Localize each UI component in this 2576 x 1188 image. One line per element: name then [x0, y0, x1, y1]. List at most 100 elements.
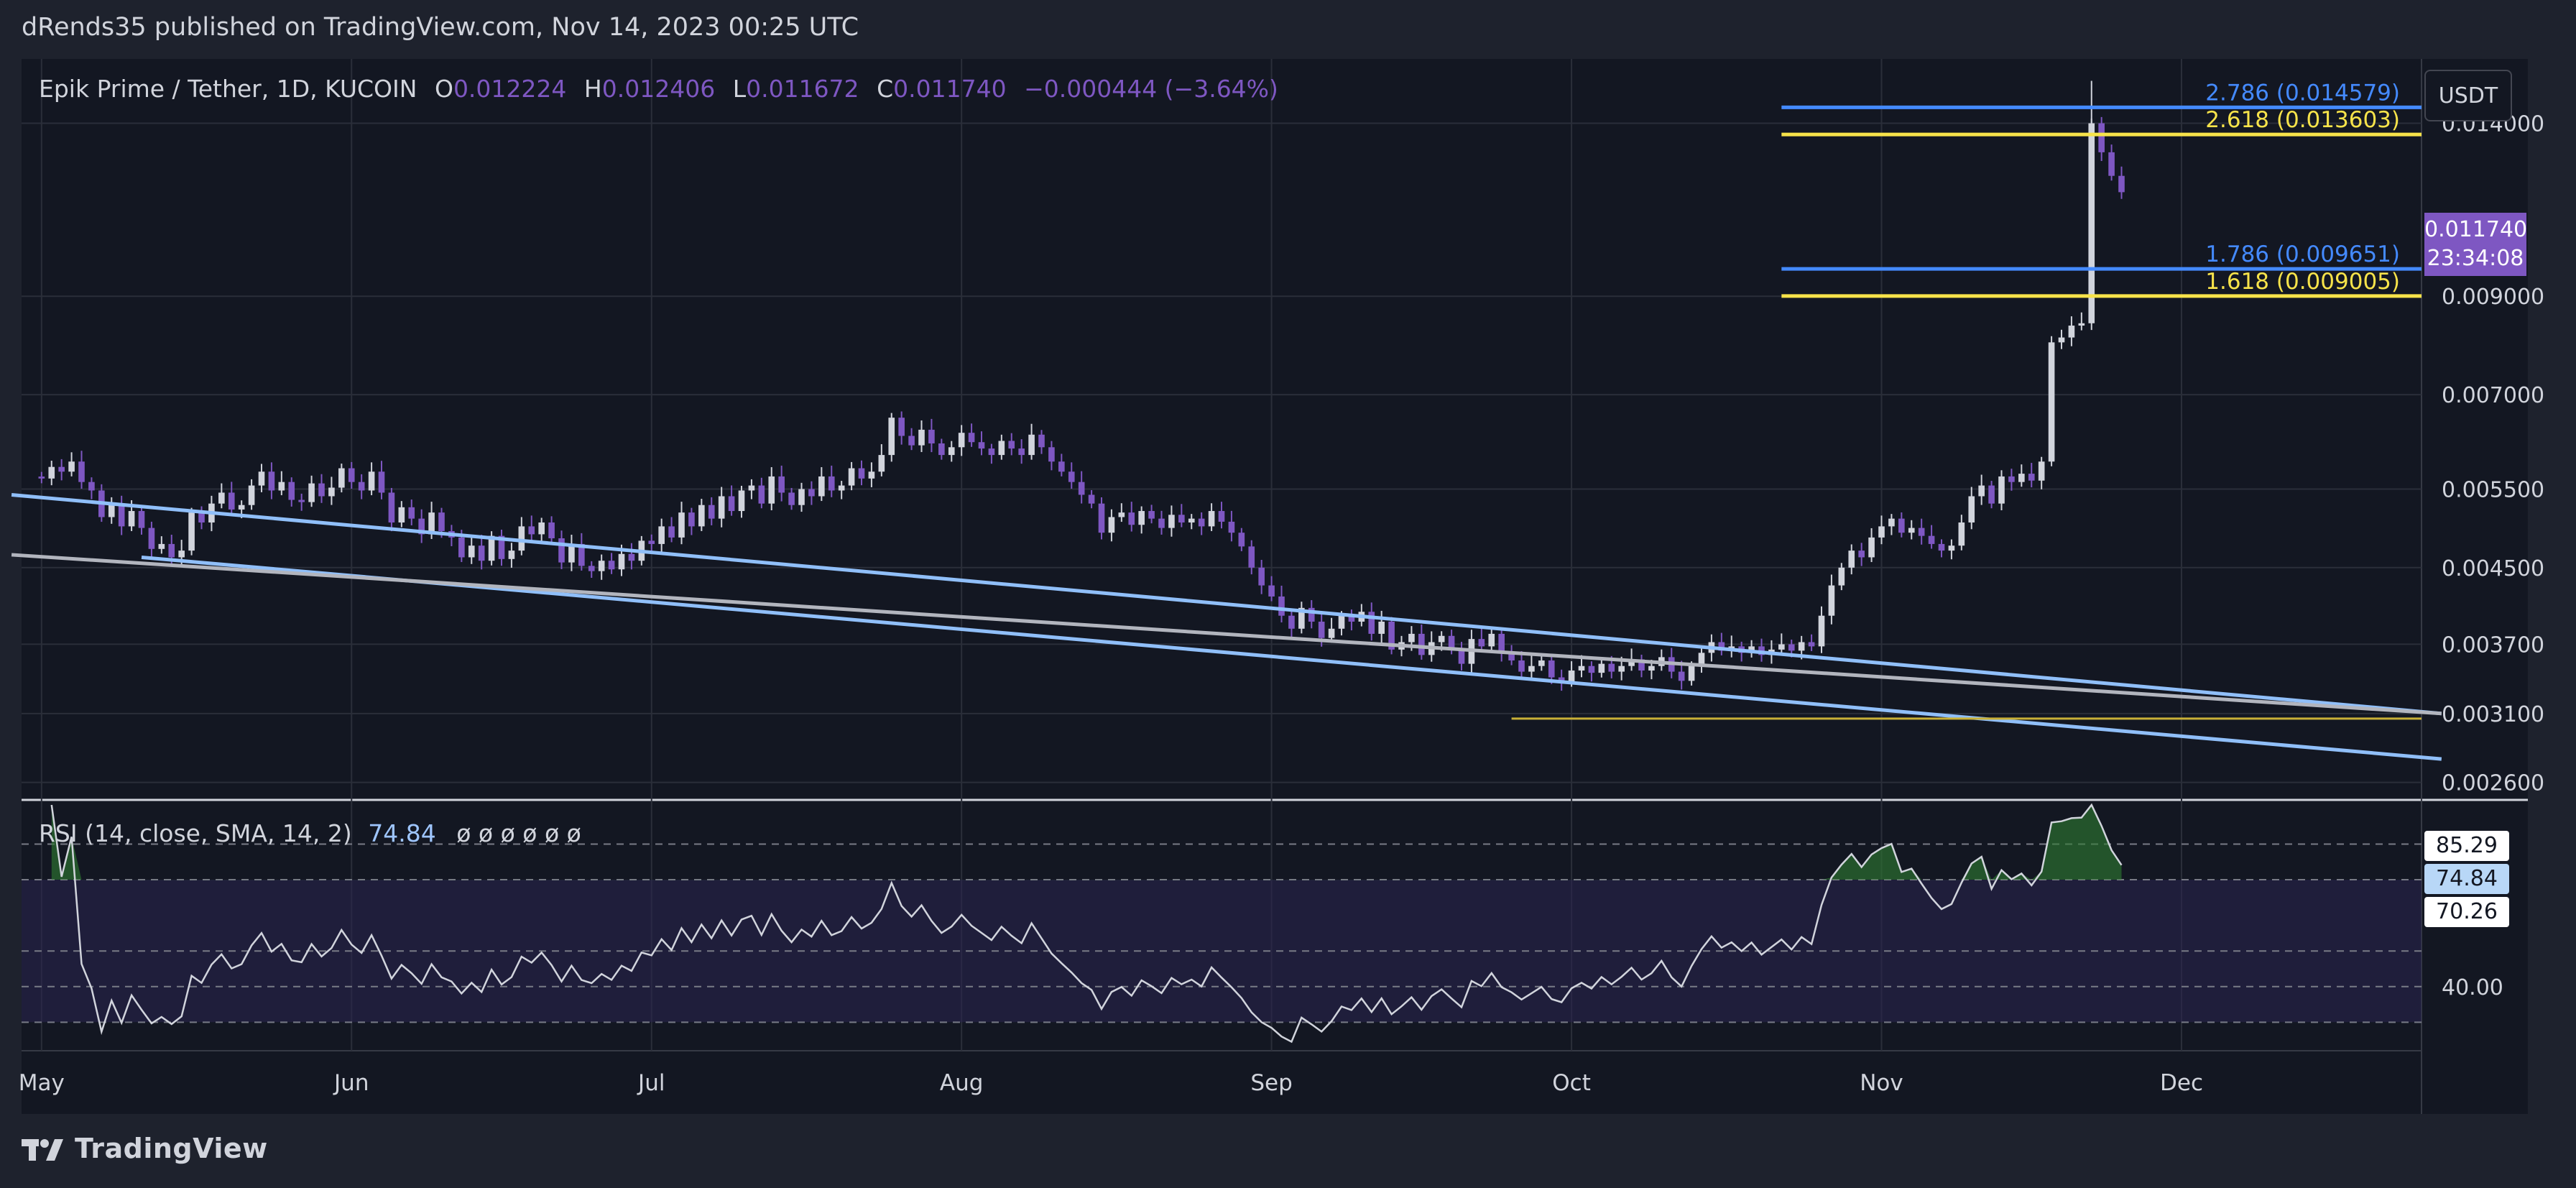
candle-body	[1258, 567, 1265, 586]
y-tick-label: 0.003700	[2442, 632, 2544, 658]
candle-body	[1038, 434, 1045, 448]
candle-body	[388, 492, 395, 522]
candle-body	[158, 543, 165, 549]
candle-body	[1108, 517, 1115, 533]
candle-body	[118, 505, 125, 527]
candle-body	[1488, 633, 1495, 647]
candle-body	[548, 522, 555, 538]
candle-body	[88, 482, 95, 491]
candle-body	[1238, 533, 1245, 547]
candle-body	[688, 512, 695, 527]
candle-body	[778, 476, 785, 493]
candle-body	[1778, 644, 1785, 650]
candle-body	[1178, 515, 1185, 522]
candle-body	[2028, 474, 2035, 481]
x-tick-sep: Sep	[1250, 1070, 1292, 1096]
candle-body	[538, 522, 545, 535]
fib-label-2.618: 2.618 (0.013603)	[2205, 107, 2400, 133]
candle-body	[1148, 511, 1155, 519]
candle-body	[518, 526, 525, 551]
x-tick-may: May	[19, 1070, 65, 1096]
candle-body	[1988, 485, 1995, 504]
candle-body	[328, 487, 335, 497]
fib-label-1.786: 1.786 (0.009651)	[2205, 241, 2400, 267]
candle-body	[188, 512, 195, 551]
candle-body	[1978, 485, 1985, 497]
candle-body	[138, 511, 145, 528]
rsi-band	[22, 880, 2422, 1023]
candle-body	[358, 482, 365, 491]
candle-body	[658, 526, 665, 544]
candle-body	[1138, 511, 1145, 525]
candle-body	[378, 471, 385, 493]
candle-body	[2078, 323, 2085, 326]
candle-body	[558, 538, 565, 563]
candle-body	[1688, 666, 1695, 681]
candle-body	[1998, 476, 2005, 504]
candle-body	[1888, 518, 1895, 527]
candle-body	[68, 461, 75, 472]
candle-body	[738, 490, 745, 512]
candle-body	[928, 429, 935, 443]
x-tick-nov: Nov	[1860, 1070, 1903, 1096]
candle-body	[908, 436, 915, 446]
candle-body	[128, 511, 135, 527]
candle-body	[108, 505, 115, 517]
candle-body	[1928, 535, 1935, 544]
candle-body	[708, 505, 715, 519]
candle-body	[1788, 644, 1795, 651]
candle-body	[1508, 653, 1515, 660]
candle-body	[608, 561, 615, 570]
open-value: 0.012224	[453, 75, 567, 103]
candle-body	[848, 468, 855, 486]
rsi-tag-current: 74.84	[2424, 864, 2509, 894]
candle-body	[1418, 633, 1425, 655]
candle-body	[1628, 659, 1635, 666]
candle-body	[1848, 551, 1855, 568]
tradingview-logo-icon	[22, 1139, 63, 1161]
trendline-lower-support	[141, 555, 2442, 761]
tradingview-brand[interactable]: TradingView	[22, 1133, 268, 1164]
currency-button[interactable]: USDT	[2424, 70, 2512, 121]
candle-body	[258, 471, 265, 486]
rsi-line	[50, 803, 2123, 1044]
candle-body	[1318, 621, 1325, 638]
candle-body	[978, 442, 985, 449]
candle-body	[1548, 660, 1555, 678]
candle-body	[318, 483, 325, 497]
candle-body	[718, 496, 725, 519]
candle-body	[1858, 551, 1865, 558]
candle-body	[1638, 659, 1645, 671]
candle-body	[58, 466, 65, 472]
candle-body	[1598, 663, 1605, 673]
candle-body	[938, 443, 945, 456]
candle-body	[948, 447, 955, 456]
high-label: H	[583, 75, 602, 103]
candle-body	[888, 418, 895, 456]
candle-body	[438, 512, 445, 531]
bottom-bar	[0, 1114, 2576, 1188]
rsi-empty-values: ø ø ø ø ø ø	[456, 819, 581, 847]
candle-body	[1298, 607, 1305, 629]
candle-body	[1938, 543, 1945, 551]
candle-body	[348, 468, 355, 482]
candle-body	[2008, 476, 2015, 482]
candle-body	[178, 551, 185, 558]
candle-body	[1228, 521, 1235, 533]
candle-body	[758, 485, 765, 504]
candle-body	[828, 476, 835, 491]
candle-body	[2098, 123, 2105, 152]
candle-body	[838, 485, 845, 491]
candle-body	[798, 489, 805, 505]
fib-label-1.618: 1.618 (0.009005)	[2205, 269, 2400, 295]
candle-body	[1588, 666, 1595, 673]
rsi-value: 74.84	[368, 819, 436, 847]
candle-body	[1698, 653, 1705, 666]
x-tick-oct: Oct	[1552, 1070, 1591, 1096]
candle-body	[1828, 585, 1835, 616]
candle-body	[1438, 635, 1445, 643]
trendline-grey-support	[11, 553, 2442, 716]
candle-body	[398, 507, 405, 522]
candle-body	[1898, 518, 1905, 533]
